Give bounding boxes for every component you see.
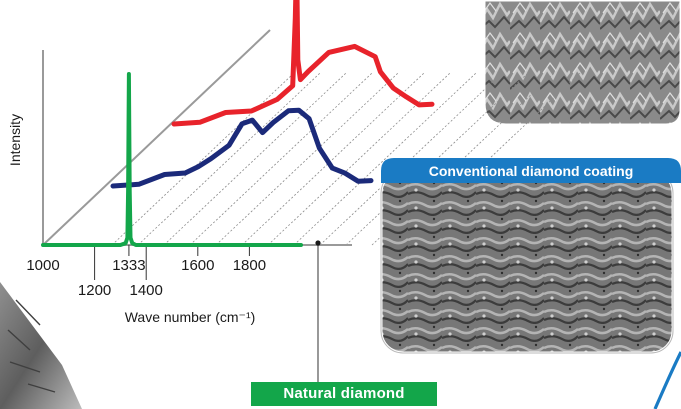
y-axis-title: Intensity (7, 114, 23, 166)
projection-line (241, 72, 425, 246)
tick-label: 1800 (233, 257, 266, 274)
tool-rod-detail (7, 299, 56, 393)
tool-rod-image (0, 282, 82, 409)
projection-line (137, 72, 321, 246)
series-layer (41, 0, 435, 247)
chart-axes (42, 29, 352, 246)
projection-line (293, 72, 477, 246)
callout-dot (315, 240, 321, 246)
tick-label: 1400 (130, 282, 163, 299)
tick-label: 1333 (112, 257, 145, 274)
tick-label: 1200 (78, 282, 111, 299)
series-natural-diamond (41, 72, 303, 247)
tick-label: 1600 (181, 257, 214, 274)
natural-diamond-callout-box (251, 382, 437, 406)
depth-axis-line (42, 29, 271, 246)
micrograph-conventional (379, 169, 675, 355)
projection-line (189, 72, 373, 246)
conventional-label-box: Conventional diamond coating (381, 158, 681, 183)
tick-label: 1000 (26, 257, 59, 274)
conventional-label: Conventional diamond coating (429, 163, 634, 179)
x-axis-title: Wave number (cm⁻¹) (125, 309, 256, 325)
series-conventional (110, 107, 374, 189)
projection-line (267, 72, 451, 246)
projection-line (163, 72, 347, 246)
projection-line (215, 72, 399, 246)
series-cvd (171, 0, 435, 127)
projection-line (111, 72, 295, 246)
micrograph-top (482, 0, 681, 127)
x-axis-ticks: 1000 1333 1600 1800 1200 1400 (26, 245, 266, 299)
natural-diamond-label: Natural diamond (283, 385, 405, 402)
swoosh-decoration (653, 351, 681, 409)
